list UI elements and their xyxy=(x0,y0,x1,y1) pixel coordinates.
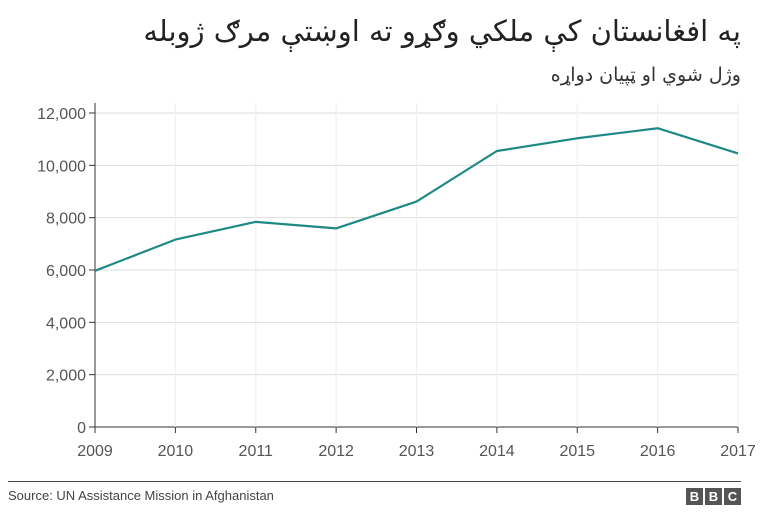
x-tick-label: 2015 xyxy=(559,443,595,460)
x-tick-label: 2011 xyxy=(239,443,274,460)
footer-divider xyxy=(8,481,741,482)
line-chart: 0 2,000 4,000 6,000 8,000 10,000 12,000 2009 201… xyxy=(37,103,756,460)
y-tick-label: 0 xyxy=(77,420,86,437)
y-tick-label: 6,000 xyxy=(46,263,86,280)
y-tick-label: 2,000 xyxy=(46,368,86,385)
bbc-logo-letter: B xyxy=(705,488,722,505)
chart-subtitle: وژل شوي او ټپيان دواړه xyxy=(550,64,741,86)
source-note: Source: UN Assistance Mission in Afghani… xyxy=(8,488,274,503)
y-tick-label: 8,000 xyxy=(46,211,86,228)
y-tick-label: 12,000 xyxy=(37,106,86,123)
y-tick-label: 4,000 xyxy=(46,315,86,332)
x-tick-label: 2010 xyxy=(158,443,194,460)
chart-title: په افغانستان کې ملکي وګړو ته اوښتې مرګ ژ… xyxy=(143,14,741,48)
bbc-logo: B B C xyxy=(686,488,741,505)
x-tick-label: 2014 xyxy=(479,443,515,460)
x-tick-label: 2017 xyxy=(720,443,756,460)
bbc-logo-letter: B xyxy=(686,488,703,505)
x-tick-label: 2012 xyxy=(318,443,354,460)
bbc-logo-letter: C xyxy=(724,488,741,505)
x-tick-label: 2013 xyxy=(399,443,435,460)
x-tick-label: 2016 xyxy=(640,443,676,460)
y-tick-label: 10,000 xyxy=(37,158,86,175)
x-tick-label: 2009 xyxy=(77,443,113,460)
